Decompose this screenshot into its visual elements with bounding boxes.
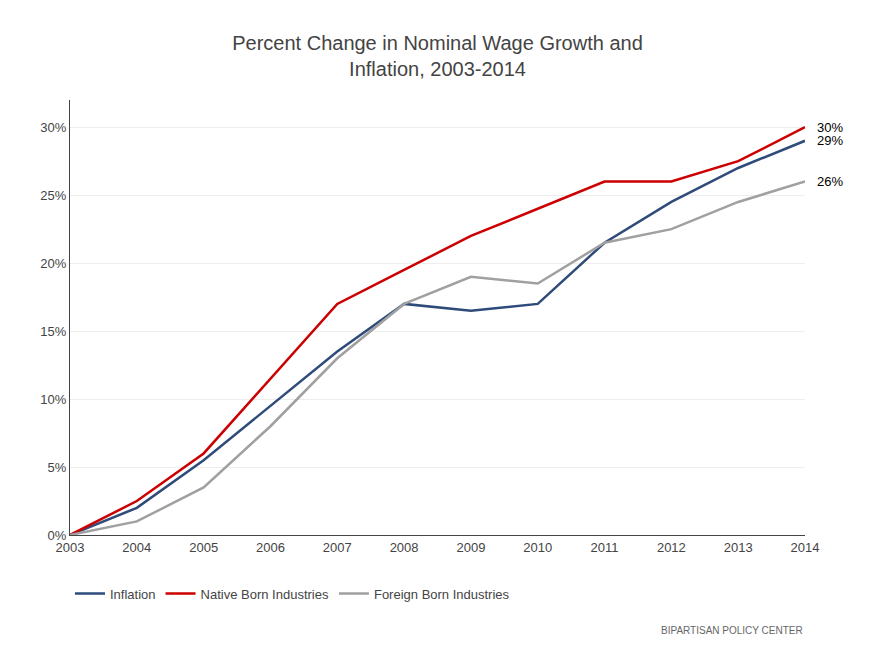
svg-text:30%: 30% (40, 120, 66, 135)
svg-text:2006: 2006 (256, 540, 285, 555)
svg-text:15%: 15% (40, 324, 66, 339)
svg-text:2008: 2008 (390, 540, 419, 555)
svg-text:0%: 0% (48, 528, 67, 543)
svg-text:2014: 2014 (791, 540, 820, 555)
svg-text:Percent Change in Nominal Wage: Percent Change in Nominal Wage Growth an… (232, 32, 643, 80)
svg-text:2013: 2013 (724, 540, 753, 555)
svg-text:BIPARTISAN POLICY CENTER: BIPARTISAN POLICY CENTER (661, 625, 803, 636)
svg-text:Foreign Born Industries: Foreign Born Industries (374, 587, 510, 602)
svg-text:2003: 2003 (56, 540, 85, 555)
svg-text:2009: 2009 (456, 540, 485, 555)
svg-text:20%: 20% (40, 256, 66, 271)
svg-text:30%: 30% (817, 120, 843, 135)
svg-text:Inflation: Inflation (110, 587, 156, 602)
svg-text:2010: 2010 (523, 540, 552, 555)
svg-text:2005: 2005 (189, 540, 218, 555)
svg-text:2011: 2011 (591, 540, 619, 555)
svg-text:5%: 5% (48, 460, 67, 475)
svg-text:10%: 10% (40, 392, 66, 407)
svg-text:2007: 2007 (323, 540, 352, 555)
svg-text:29%: 29% (817, 133, 843, 148)
svg-text:2012: 2012 (657, 540, 686, 555)
svg-text:25%: 25% (40, 188, 66, 203)
svg-text:26%: 26% (817, 174, 843, 189)
svg-text:2004: 2004 (122, 540, 151, 555)
svg-text:Native Born Industries: Native Born Industries (201, 587, 329, 602)
